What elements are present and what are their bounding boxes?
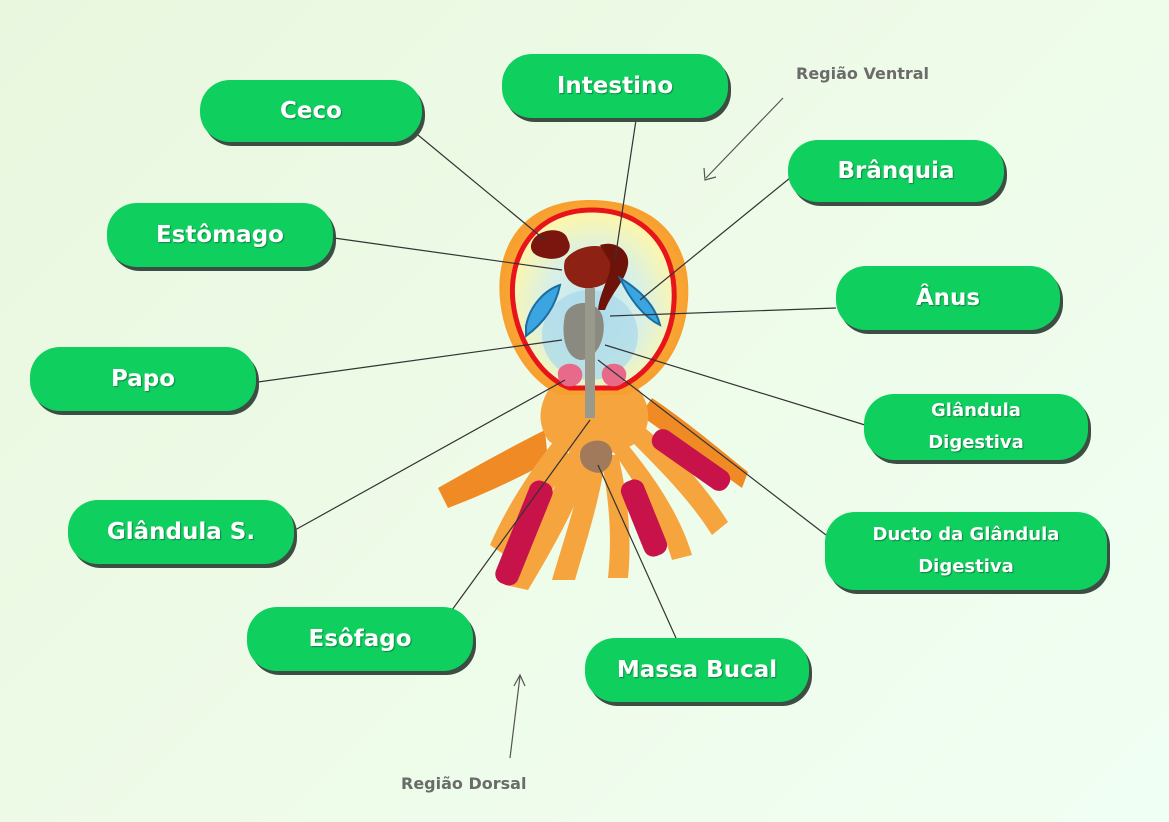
suckers-right — [620, 479, 668, 557]
label-ceco: Ceco — [200, 80, 422, 142]
suckers-right-far — [651, 429, 731, 491]
label-glandula-s: Glândula S. — [68, 500, 294, 564]
tentacle-mid-left — [552, 455, 605, 580]
label-anus: Ânus — [836, 266, 1060, 330]
line-estomago — [333, 237, 563, 271]
esofago-organ — [585, 288, 595, 418]
line-glandula-s — [294, 379, 566, 531]
label-estomago: Estômago — [107, 203, 333, 267]
line-papo — [257, 339, 563, 383]
line-massa-bucal — [597, 464, 677, 639]
glandula-s-organ-left — [557, 363, 583, 387]
label-regiao-dorsal: Região Dorsal — [401, 774, 527, 793]
gill-right — [617, 275, 662, 327]
leader-lines — [257, 97, 866, 759]
label-regiao-ventral: Região Ventral — [796, 64, 930, 83]
suckers-left — [495, 480, 553, 586]
line-glandula-digestiva — [604, 344, 866, 426]
arrow-ventral-head — [703, 167, 717, 181]
organs — [525, 230, 662, 473]
line-intestino — [614, 119, 637, 261]
arrow-dorsal-line — [509, 675, 521, 759]
label-glandula-digestiva: Glândula Digestiva — [864, 394, 1088, 460]
line-branquia — [639, 177, 791, 301]
tentacle-right — [630, 428, 728, 535]
intestino-organ — [598, 243, 629, 310]
tentacle-mid-right — [600, 455, 630, 578]
label-massa-bucal: Massa Bucal — [585, 638, 809, 702]
arrow-ventral-line — [705, 97, 784, 179]
line-ceco — [417, 134, 546, 241]
massa-bucal-organ — [580, 440, 613, 473]
label-intestino: Intestino — [502, 54, 728, 118]
estomago-organ — [564, 245, 618, 289]
label-papo: Papo — [30, 347, 256, 411]
gill-left — [525, 283, 562, 338]
line-ducto — [597, 359, 827, 536]
tentacle-right-far — [640, 398, 748, 488]
line-anus — [609, 307, 837, 317]
ceco-organ — [530, 230, 570, 259]
label-ducto: Ducto da Glândula Digestiva — [825, 512, 1107, 590]
label-branquia: Brânquia — [788, 140, 1004, 202]
line-esofago — [451, 419, 591, 611]
arrow-dorsal-head — [513, 673, 526, 687]
tentacle-left-far — [438, 430, 548, 508]
tentacle-right-inner — [612, 445, 692, 560]
label-esofago: Esôfago — [247, 607, 473, 671]
glandula-s-organ-right — [601, 363, 627, 387]
